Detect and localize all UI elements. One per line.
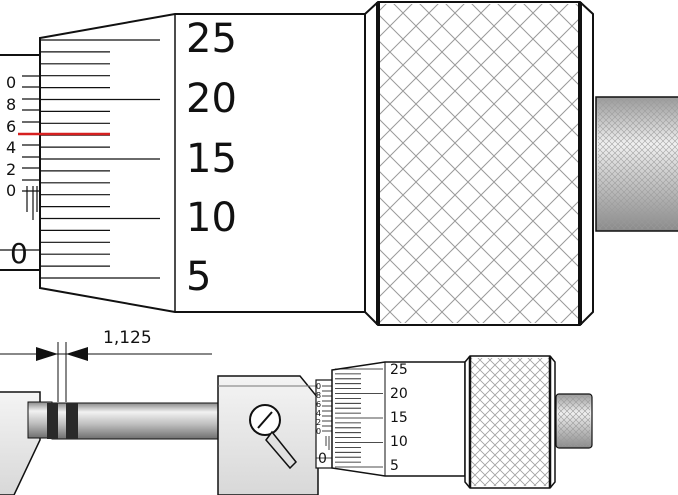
lock-lever-icon [265, 430, 298, 470]
small-vernier-label-0-top: 0 [316, 382, 321, 391]
small-thimble-label-20: 20 [390, 386, 408, 402]
small-thimble-label-25: 25 [390, 362, 408, 378]
measurement-label: 1,125 [103, 328, 152, 348]
spindle-face-band [66, 403, 78, 439]
small-thimble-label-5: 5 [390, 458, 399, 474]
vernier-label-0-bottom: 0 [6, 181, 16, 200]
dimension-arrow-right [66, 347, 88, 361]
dimension-arrow-left [36, 347, 58, 361]
thimble-label-25: 25 [186, 16, 237, 62]
vernier-graduations [22, 75, 40, 192]
small-vernier-label-8: 8 [316, 391, 321, 400]
top-enlarged-view: 25 20 15 10 5 0 8 6 4 2 0 0 [0, 1, 678, 326]
knurl-pattern [380, 4, 578, 323]
bottom-full-view: 1,125 0 8 6 4 2 0 [0, 328, 593, 495]
small-ratchet-knurl [558, 396, 590, 446]
vernier-label-6: 6 [6, 117, 16, 136]
small-vernier-label-2: 2 [316, 418, 321, 427]
vernier-label-4: 4 [6, 138, 16, 157]
vernier-label-2: 2 [6, 160, 16, 179]
small-vernier-label-0-bottom: 0 [316, 427, 321, 436]
small-thimble-label-15: 15 [390, 410, 408, 426]
sleeve-zero-label: 0 [10, 237, 28, 270]
anvil-face-band [47, 403, 58, 439]
small-thimble-graduations [335, 368, 383, 468]
small-vernier-graduations [322, 385, 333, 432]
vernier-label-8: 8 [6, 95, 16, 114]
small-vernier-label-4: 4 [316, 409, 321, 418]
thimble-label-5: 5 [186, 254, 211, 300]
thimble-graduations [40, 39, 160, 279]
lock-slot [257, 411, 273, 429]
small-knurl-pattern [471, 358, 549, 486]
ratchet-knurl [598, 99, 678, 229]
small-vernier-label-6: 6 [316, 400, 321, 409]
thimble-label-15: 15 [186, 136, 237, 182]
vernier-label-0-top: 0 [6, 73, 16, 92]
thimble-label-20: 20 [186, 76, 237, 122]
small-sleeve-zero-label: 0 [318, 451, 327, 467]
small-thimble-label-10: 10 [390, 434, 408, 450]
thimble-label-10: 10 [186, 195, 237, 241]
